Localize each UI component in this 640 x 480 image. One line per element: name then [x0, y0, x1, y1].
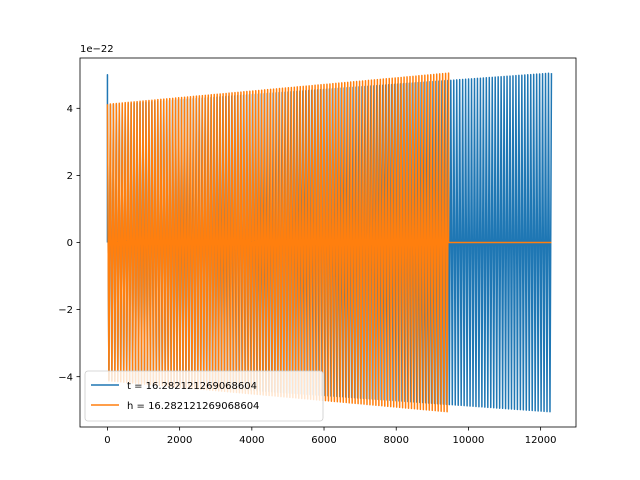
x-tick-label: 6000: [311, 435, 336, 446]
legend: t = 16.282121269068604 h = 16.28212126906…: [84, 370, 324, 422]
legend-label: t = 16.282121269068604: [127, 381, 257, 392]
y-offset-label: 1e−22: [80, 44, 114, 55]
x-tick-label: 12000: [525, 435, 557, 446]
y-tick-label: 2: [67, 171, 73, 182]
legend-box: [84, 370, 324, 422]
x-tick-label: 0: [104, 435, 110, 446]
x-axis: 0 2000 4000 6000 8000 10000 12000: [104, 427, 557, 446]
x-tick-label: 4000: [239, 435, 264, 446]
y-tick-label: 4: [67, 104, 73, 115]
series-layer: [106, 72, 553, 413]
x-tick-label: 10000: [453, 435, 485, 446]
x-tick-label: 8000: [384, 435, 409, 446]
y-axis: −4 −2 0 2 4: [58, 104, 80, 383]
y-tick-label: −2: [58, 305, 73, 316]
series-line-1: [106, 72, 552, 413]
y-tick-label: −4: [58, 372, 73, 383]
legend-label: h = 16.282121269068604: [127, 401, 259, 412]
y-tick-label: 0: [67, 238, 73, 249]
x-tick-label: 2000: [167, 435, 192, 446]
